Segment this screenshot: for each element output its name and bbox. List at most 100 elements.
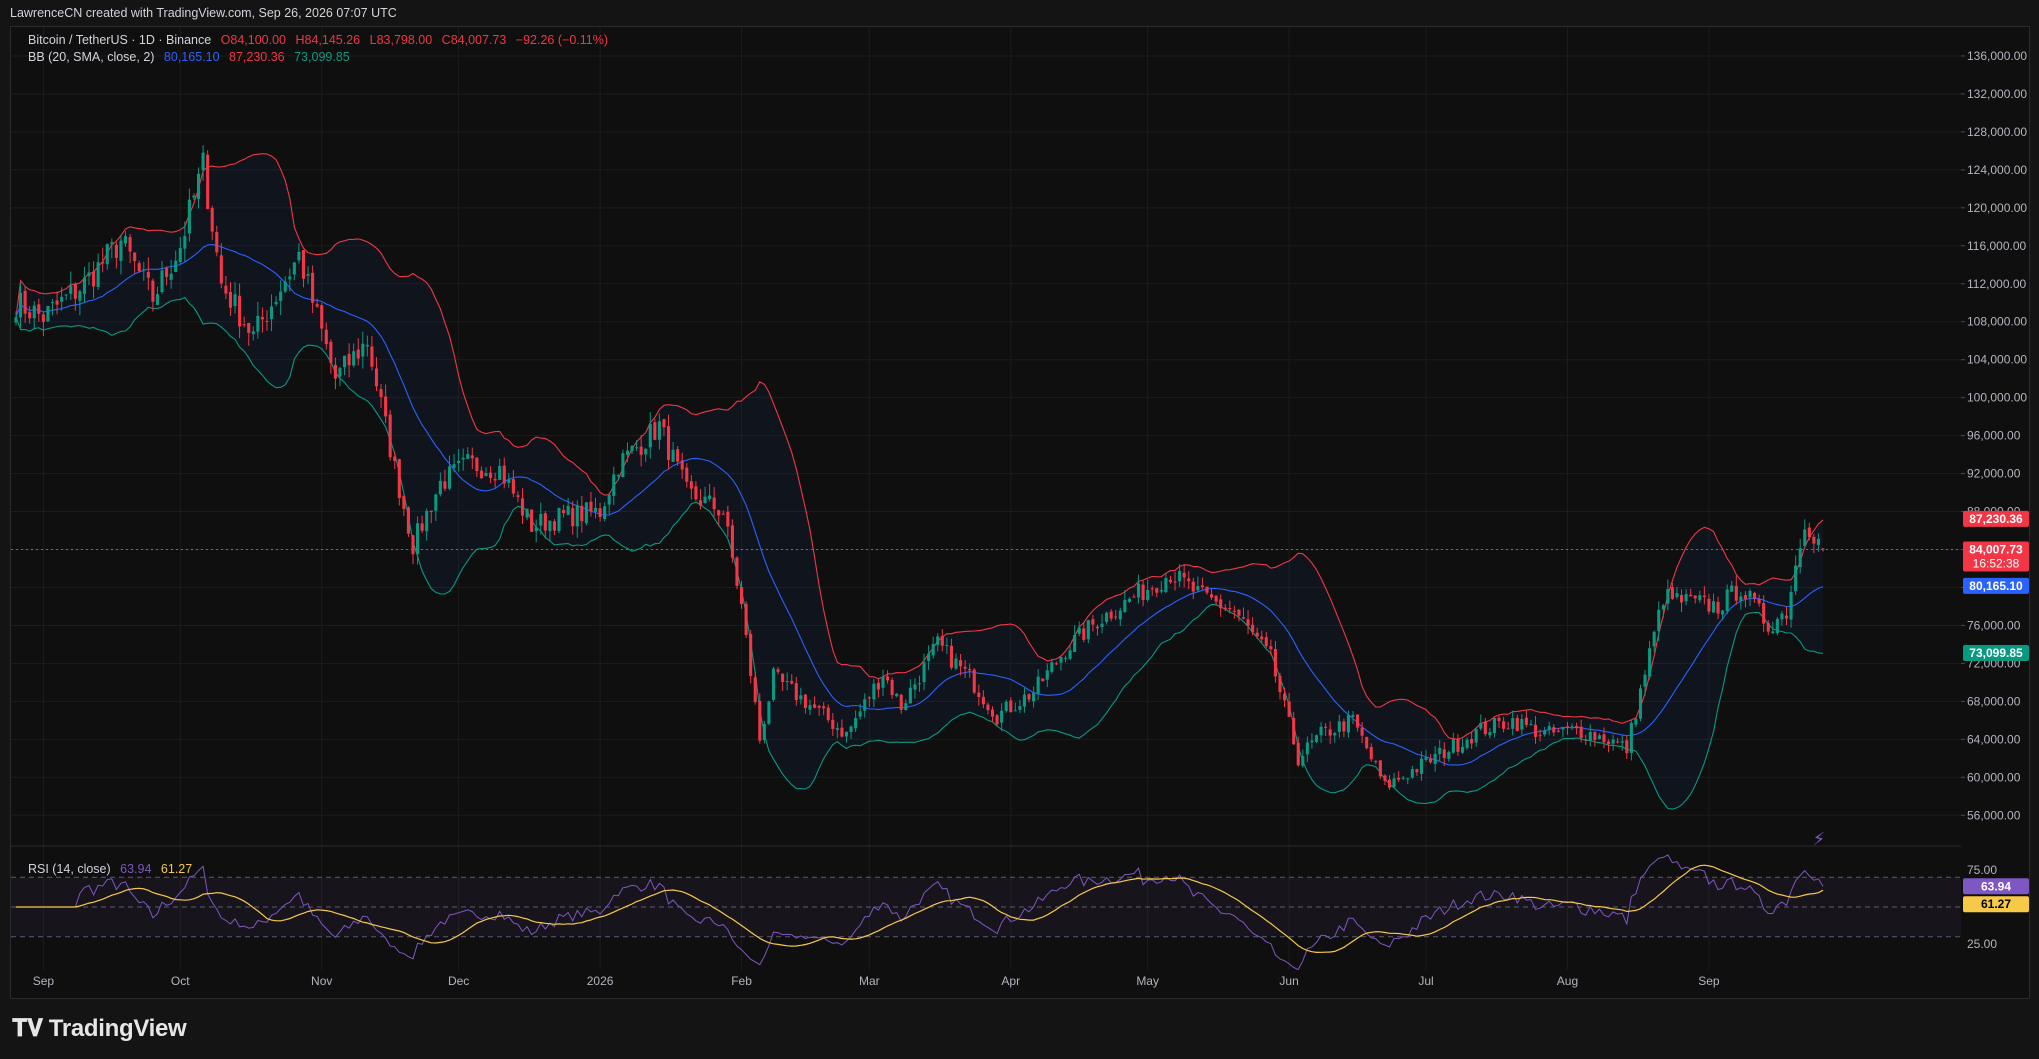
candle <box>1620 735 1624 751</box>
candle <box>1575 722 1579 735</box>
candle <box>1679 589 1684 613</box>
candle <box>1356 714 1360 732</box>
bolt-icon: ⚡ <box>1813 829 1826 850</box>
candle-body <box>1803 529 1807 547</box>
candle-body <box>1465 739 1469 748</box>
candle <box>959 654 963 676</box>
candle <box>1707 594 1711 615</box>
rsi-line <box>16 854 1824 971</box>
candle <box>60 287 64 311</box>
candle <box>584 501 588 526</box>
candle <box>1766 620 1770 636</box>
candle-body <box>1118 610 1122 620</box>
chart-panel[interactable]: ⚡ 56,000.00 60,000.00 64,000.00 68,000.00 72… <box>10 26 2030 999</box>
badge-rsi: 63.94 <box>1981 879 2011 893</box>
candle <box>233 282 237 314</box>
candle-body <box>1556 730 1560 732</box>
time-axis: Sep Oct Nov Dec 2026 Feb Mar Apr May Jun Jul Aug Sep <box>33 974 1720 988</box>
chart-svg[interactable]: ⚡ 56,000.0060,000.0064,000.0068,000.0072… <box>11 27 2031 1000</box>
candle-body <box>771 668 776 700</box>
candle-body <box>931 644 935 656</box>
candle-body <box>1310 740 1314 743</box>
candle-body <box>694 486 698 500</box>
candle <box>1205 586 1209 595</box>
candle-body <box>794 683 798 701</box>
candle <box>1675 586 1679 600</box>
candle-body <box>1009 700 1013 713</box>
candle-body <box>333 364 337 379</box>
candle-body <box>406 507 410 534</box>
candle-body <box>671 449 675 462</box>
candle-body <box>1533 724 1538 737</box>
candle <box>1073 625 1077 653</box>
candle <box>1273 640 1277 683</box>
candle-body <box>374 368 379 387</box>
candle-body <box>1013 710 1017 712</box>
candle-body <box>78 291 82 301</box>
candle <box>917 675 922 692</box>
candle-body <box>201 152 205 171</box>
candle <box>1606 739 1611 753</box>
candle-body <box>904 703 908 711</box>
candle-body <box>1045 670 1049 680</box>
candle-body <box>676 449 680 462</box>
candle <box>1310 733 1314 749</box>
candle <box>219 243 223 289</box>
candle-body <box>1643 674 1647 687</box>
candle <box>461 448 465 471</box>
candle-body <box>438 480 442 495</box>
candle <box>990 706 995 723</box>
candle <box>721 510 725 515</box>
candle <box>142 261 146 281</box>
candle <box>297 243 301 264</box>
candle-body <box>758 700 762 741</box>
candle <box>648 412 652 459</box>
candle <box>785 672 789 691</box>
candle <box>1419 751 1423 781</box>
candle-body <box>940 635 944 646</box>
candle-body <box>92 271 96 287</box>
candle <box>356 338 360 366</box>
candle-body <box>1698 595 1702 601</box>
candle-body <box>721 513 725 515</box>
candle-body <box>708 495 712 500</box>
candle <box>1716 596 1720 620</box>
candle <box>187 188 191 242</box>
candle <box>28 305 32 324</box>
y-tick-label: 76,000.00 <box>1967 618 2021 632</box>
candle-body <box>603 506 607 520</box>
candle <box>548 520 552 542</box>
candle-body <box>1693 595 1697 599</box>
candle-body <box>1022 694 1027 707</box>
candle-body <box>133 252 137 262</box>
candle-body <box>639 446 643 455</box>
candle <box>589 491 593 517</box>
candle <box>794 676 798 706</box>
candle <box>96 253 100 290</box>
tradingview-logo-icon: 𝐓𝐕 <box>12 1015 43 1042</box>
candle <box>1721 609 1725 620</box>
candle <box>854 710 858 732</box>
candle-body <box>178 248 182 262</box>
candle-body <box>863 699 867 711</box>
candle-body <box>1082 628 1086 640</box>
candle <box>1378 759 1382 780</box>
price-axis: 56,000.0060,000.0064,000.0068,000.0072,0… <box>1961 49 2027 951</box>
candle <box>708 484 712 502</box>
candle <box>1556 727 1560 733</box>
candle <box>799 687 803 705</box>
candle <box>311 265 315 314</box>
candle <box>1429 754 1433 764</box>
candle <box>447 455 452 491</box>
candle <box>1816 533 1820 552</box>
candle-body <box>466 454 470 459</box>
symbol-legend: Bitcoin / TetherUS · 1D · Binance O84,10… <box>28 33 614 47</box>
candle-body <box>165 268 169 277</box>
candle <box>1643 669 1647 696</box>
candle-body <box>625 450 630 455</box>
candle-body <box>1588 731 1592 741</box>
candle <box>835 722 839 739</box>
candle <box>1351 711 1355 725</box>
candle-body <box>247 322 251 333</box>
candle-body <box>562 509 566 514</box>
